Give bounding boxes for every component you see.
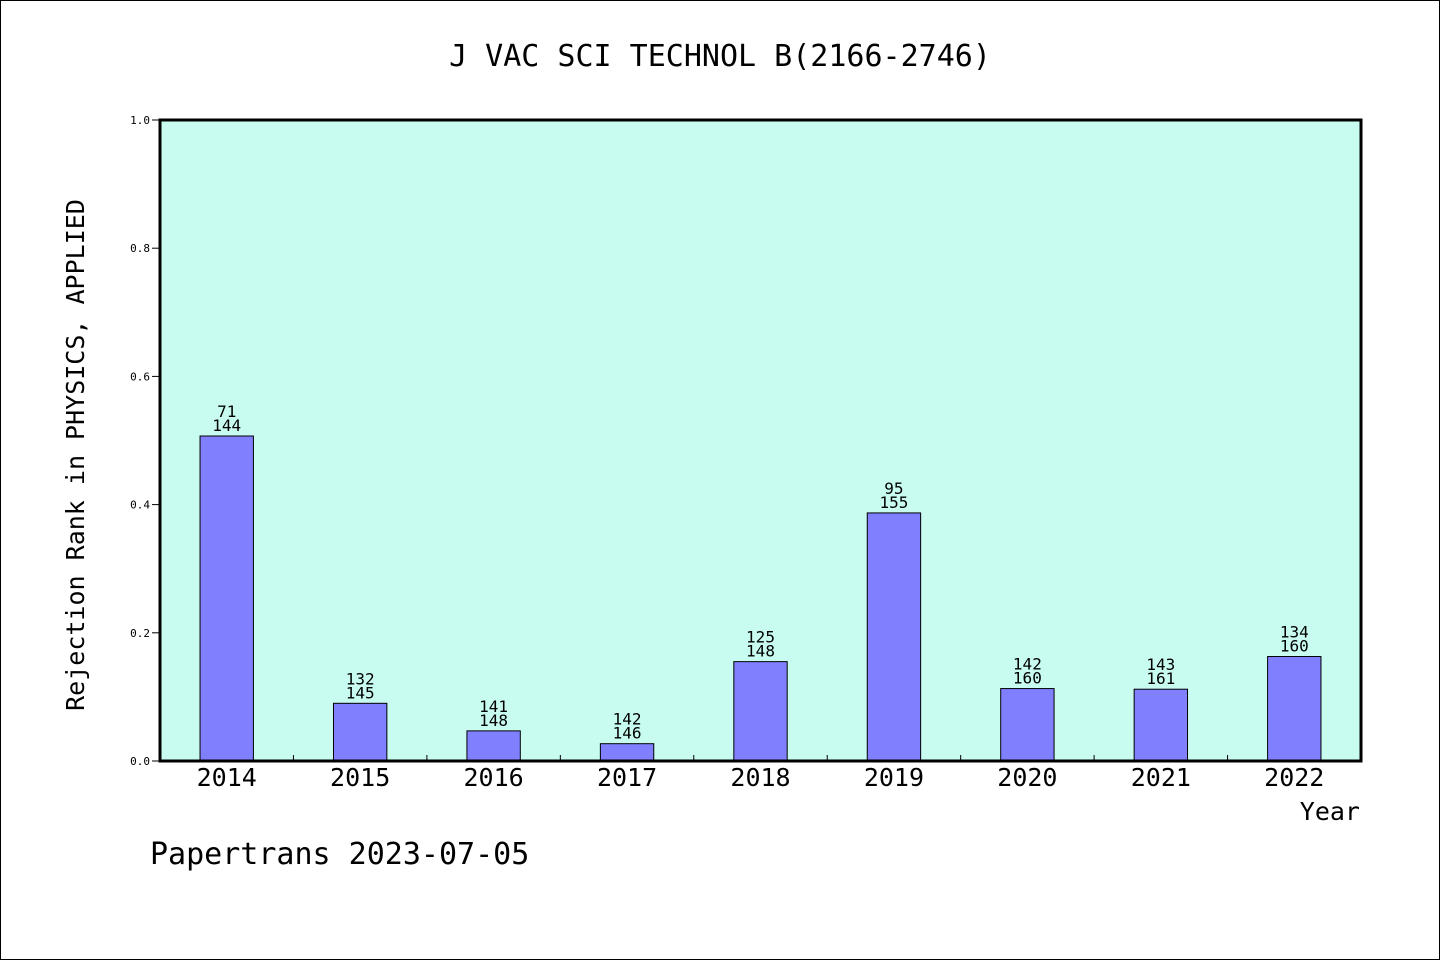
- data-label-rank: 134: [1280, 623, 1309, 642]
- bar-2016: [466, 730, 521, 762]
- data-label-rank: 95: [884, 479, 903, 498]
- data-label-total: 148: [746, 642, 775, 661]
- data-label-total: 145: [346, 683, 375, 702]
- x-axis-label: Year: [1300, 797, 1360, 826]
- data-label-rank: 142: [1013, 655, 1042, 674]
- data-label-rank: 142: [613, 710, 642, 729]
- bar-2014: [199, 435, 254, 762]
- data-label-rank: 125: [746, 628, 775, 647]
- data-label-total: 160: [1013, 669, 1042, 688]
- data-label-total: 148: [479, 711, 508, 730]
- y-tick-label: 1.0: [130, 114, 150, 127]
- footer-date-stamp: Papertrans 2023-07-05: [150, 837, 529, 872]
- x-axis: 2014 2015 2016 2017 2018 2019 2020 2021 2022: [197, 755, 1324, 792]
- x-tick-label: 2016: [464, 763, 524, 792]
- data-label-total: 144: [212, 416, 241, 435]
- plot-area: [160, 120, 1361, 761]
- bar-2022: [1267, 656, 1322, 762]
- bar-2018: [733, 661, 788, 762]
- y-tick-label: 0.2: [130, 627, 150, 640]
- y-tick-label: 0.8: [130, 242, 150, 255]
- bar-2017: [599, 743, 655, 762]
- y-tick-label: 0.0: [130, 755, 150, 768]
- data-label-total: 155: [879, 493, 908, 512]
- y-axis: 0.0 0.2 0.4 0.6 0.8 1.0: [130, 114, 160, 768]
- bar-2015: [332, 702, 388, 762]
- x-tick-label: 2020: [997, 763, 1057, 792]
- y-tick-label: 0.6: [130, 370, 150, 383]
- y-tick-label: 0.4: [130, 499, 150, 512]
- x-tick-label: 2018: [730, 763, 790, 792]
- data-label-total: 161: [1146, 669, 1175, 688]
- x-tick-label: 2021: [1131, 763, 1191, 792]
- x-tick-label: 2022: [1264, 763, 1324, 792]
- data-label-total: 160: [1280, 637, 1309, 656]
- data-label-rank: 143: [1146, 655, 1175, 674]
- bar-2021: [1133, 688, 1189, 762]
- data-label-rank: 71: [217, 402, 236, 421]
- data-label-total: 146: [613, 724, 642, 743]
- y-axis-label: Rejection Rank in PHYSICS, APPLIED: [61, 199, 90, 711]
- data-label-rank: 132: [346, 669, 375, 688]
- bar-2020: [1000, 688, 1055, 762]
- data-label-rank: 141: [479, 697, 508, 716]
- plot-border: [158, 118, 1363, 763]
- x-tick-label: 2019: [864, 763, 924, 792]
- x-tick-label: 2015: [330, 763, 390, 792]
- x-tick-label: 2017: [597, 763, 657, 792]
- x-tick-label: 2014: [197, 763, 257, 792]
- chart-title: J VAC SCI TECHNOL B(2166-2746): [449, 39, 991, 74]
- bar-2019: [866, 512, 922, 762]
